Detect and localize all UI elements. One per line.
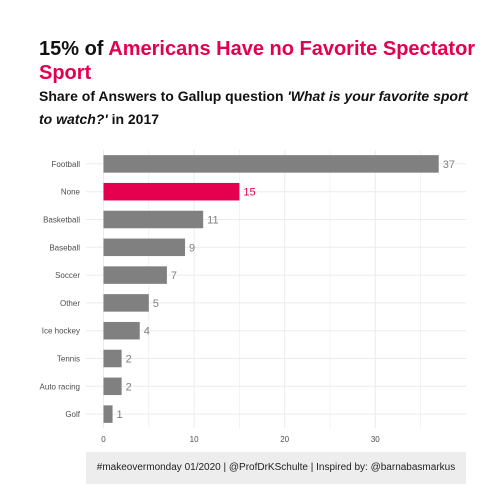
category-label: Basketball [43, 216, 80, 225]
subtitle-question: 'What is your favorite sport to watch?' [39, 88, 469, 127]
bar [103, 266, 167, 284]
data-label: 4 [144, 326, 150, 338]
bar [103, 377, 122, 396]
title-prefix: 15% of [39, 38, 104, 60]
bar [103, 182, 240, 201]
category-label: Auto racing [40, 382, 80, 391]
category-label: Football [52, 160, 81, 169]
category-label: Golf [65, 410, 80, 419]
subtitle-prefix: Share of Answers to Gallup question [39, 88, 284, 104]
data-label: 1 [117, 409, 123, 421]
data-label: 2 [126, 381, 132, 393]
bar-layer [103, 155, 439, 423]
data-label: 11 [207, 215, 218, 227]
x-tick-label: 0 [101, 435, 106, 444]
bar [103, 155, 439, 173]
x-tick-label: 20 [280, 435, 289, 444]
data-label: 2 [126, 354, 132, 366]
label-layer: 37Football15None11Basketball9Baseball7So… [40, 159, 455, 444]
bar [103, 349, 122, 368]
bar [103, 405, 113, 423]
x-tick-label: 10 [190, 435, 199, 444]
subtitle-suffix: in 2017 [111, 111, 160, 127]
bar [103, 321, 140, 340]
title-highlight: Americans Have no Favorite Spectator Spo… [39, 38, 476, 84]
category-label: None [61, 188, 81, 197]
category-label: Other [60, 299, 80, 308]
bar [103, 294, 149, 312]
category-label: Ice hockey [42, 327, 80, 336]
bar [103, 210, 204, 229]
data-label: 5 [153, 298, 159, 310]
chart-subtitle: Share of Answers to Gallup question 'Wha… [39, 85, 479, 131]
chart-title: 15% of Americans Have no Favorite Specta… [39, 37, 479, 85]
data-label: 9 [189, 242, 195, 254]
data-label: 15 [243, 187, 255, 199]
category-label: Baseball [49, 243, 80, 252]
data-label: 37 [443, 159, 455, 171]
caption: #makeovermonday 01/2020 | @ProfDrKSchult… [86, 452, 466, 484]
category-label: Soccer [55, 271, 80, 280]
category-label: Tennis [57, 355, 80, 364]
x-tick-label: 30 [371, 435, 380, 444]
data-label: 7 [171, 270, 177, 282]
bar [103, 238, 186, 257]
